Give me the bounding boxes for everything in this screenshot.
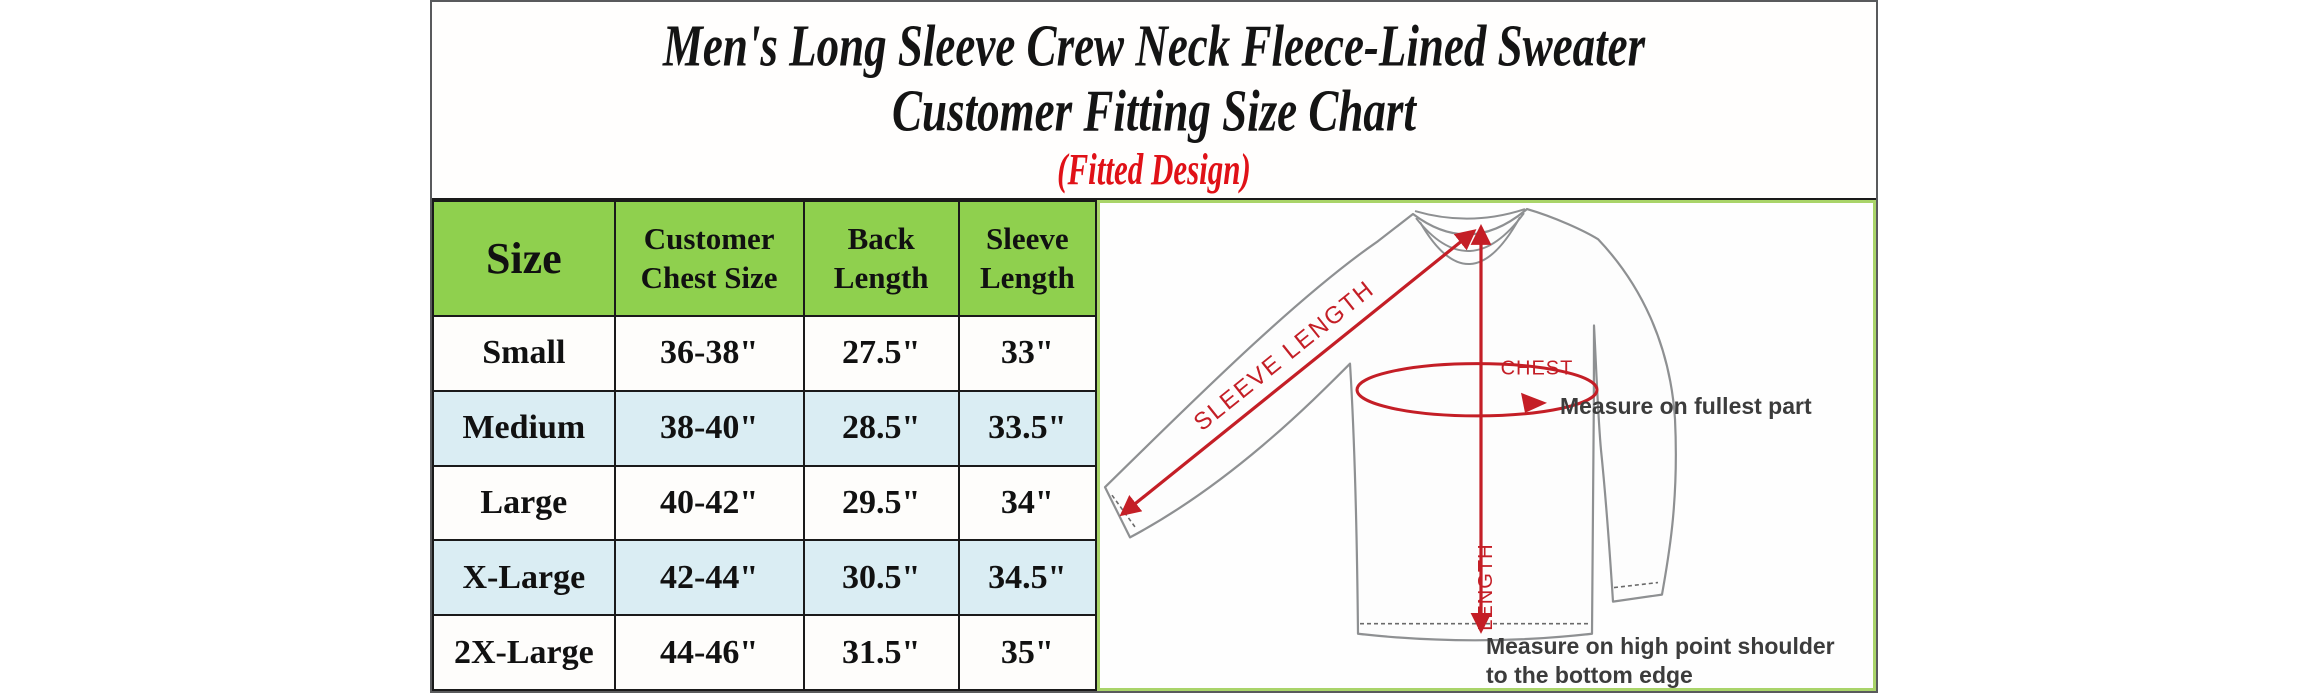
lower-section: Size Customer Chest Size Back Length Sle… [432, 200, 1876, 691]
table-header-row: Size Customer Chest Size Back Length Sle… [432, 200, 1098, 317]
cell-sleeve: 35" [957, 614, 1098, 691]
cell-back: 28.5" [802, 389, 960, 467]
title-area: Men's Long Sleeve Crew Neck Fleece-Lined… [432, 2, 1876, 200]
chest-ellipse [1355, 362, 1599, 418]
cell-size: Medium [432, 389, 616, 467]
table-row: Small 36-38" 27.5" 33" [432, 315, 1098, 392]
col-header-size: Size [432, 200, 616, 317]
cell-chest: 42-44" [613, 539, 805, 617]
chest-label: CHEST [1501, 358, 1574, 380]
cell-sleeve: 33.5" [957, 389, 1098, 467]
cell-back: 29.5" [802, 464, 960, 542]
col-header-sleeve-length: Sleeve Length [957, 200, 1098, 317]
col-header-back-length: Back Length [802, 200, 960, 317]
cell-chest: 36-38" [613, 315, 805, 392]
length-label: LENGTH [1475, 543, 1497, 630]
cell-back: 31.5" [802, 614, 960, 691]
cell-chest: 40-42" [613, 464, 805, 542]
chest-note: Measure on fullest part [1560, 393, 1812, 419]
table-row: Large 40-42" 29.5" 34" [432, 464, 1098, 542]
cell-back: 27.5" [802, 315, 960, 392]
cell-sleeve: 33" [957, 315, 1098, 392]
cell-size: X-Large [432, 539, 616, 617]
page-title-line1: Men's Long Sleeve Crew Neck Fleece-Lined… [662, 12, 1646, 79]
cell-chest: 38-40" [613, 389, 805, 467]
chest-arrowhead [1521, 392, 1547, 413]
size-table: Size Customer Chest Size Back Length Sle… [432, 200, 1098, 691]
length-note-line2: to the bottom edge [1486, 662, 1693, 688]
table-row: Medium 38-40" 28.5" 33.5" [432, 389, 1098, 467]
length-note-line1: Measure on high point shoulder [1486, 633, 1835, 659]
right-cuff-dotted-line [1613, 581, 1659, 589]
page-title-line2: Customer Fitting Size Chart [892, 77, 1416, 144]
col-header-chest: Customer Chest Size [613, 200, 805, 317]
cell-size: 2X-Large [432, 614, 616, 691]
measurement-diagram: SLEEVE LENGTH CHEST LENGTH Measure on fu… [1097, 200, 1876, 691]
size-table-grid: Size Customer Chest Size Back Length Sle… [432, 200, 1098, 691]
sweater-measure-svg: SLEEVE LENGTH CHEST LENGTH Measure on fu… [1103, 207, 1835, 688]
cell-size: Small [432, 315, 616, 392]
table-row: X-Large 42-44" 30.5" 34.5" [432, 539, 1098, 617]
cell-chest: 44-46" [613, 614, 805, 691]
table-row: 2X-Large 44-46" 31.5" 35" [432, 614, 1098, 691]
page-subtitle: (Fitted Design) [1057, 143, 1251, 195]
sweater-outline [1103, 207, 1677, 642]
content-box: Men's Long Sleeve Crew Neck Fleece-Lined… [430, 0, 1878, 693]
cell-size: Large [432, 464, 616, 542]
cell-sleeve: 34" [957, 464, 1098, 542]
sleeve-length-arrow [1119, 229, 1477, 517]
cell-sleeve: 34.5" [957, 539, 1098, 617]
collar-back-arc [1414, 208, 1526, 220]
cell-back: 30.5" [802, 539, 960, 617]
